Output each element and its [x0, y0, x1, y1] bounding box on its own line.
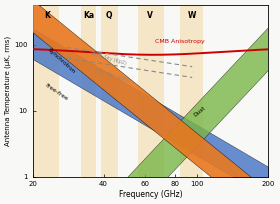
Text: Dust: Dust	[193, 105, 207, 118]
Text: Ka: Ka	[83, 11, 94, 20]
Bar	[101, 5, 118, 176]
Bar	[138, 5, 164, 176]
Text: CMB Anisotropy: CMB Anisotropy	[155, 39, 205, 44]
Text: K: K	[44, 11, 50, 20]
Text: Synchrotron: Synchrotron	[47, 47, 76, 74]
Text: 85% Sky (Kp2): 85% Sky (Kp2)	[92, 51, 127, 66]
Text: W: W	[188, 11, 196, 20]
Text: Free-free: Free-free	[44, 83, 69, 102]
Bar	[81, 5, 95, 176]
Bar	[179, 5, 203, 176]
Bar	[32, 5, 59, 176]
Text: Q: Q	[105, 11, 112, 20]
Text: V: V	[147, 11, 153, 20]
X-axis label: Frequency (GHz): Frequency (GHz)	[119, 190, 182, 199]
Text: 77% Sky (Kp0): 77% Sky (Kp0)	[94, 68, 130, 83]
Y-axis label: Antenna Temperature (μK, rms): Antenna Temperature (μK, rms)	[5, 36, 11, 146]
